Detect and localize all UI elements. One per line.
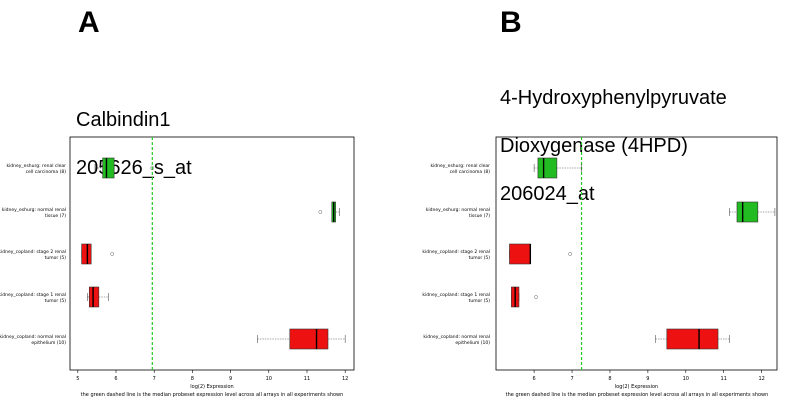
x-tick-label: 6 [533, 376, 536, 382]
outlier-point [110, 252, 115, 256]
x-tick-label: 9 [646, 376, 649, 382]
x-tick-label: 7 [570, 376, 573, 382]
x-axis-label: log(2) Expression [190, 384, 233, 390]
category-label-line: tumor (5) [45, 255, 67, 261]
gene-title-b-line-3: 206024_at [500, 183, 595, 205]
category-label-line: cell carcinoma (8) [450, 169, 491, 175]
box-iqr [88, 286, 100, 308]
category-label-line: kidney_copland: stage 1 renal [0, 292, 66, 298]
x-tick-label: 11 [304, 376, 310, 382]
x-tick-label: 10 [266, 376, 272, 382]
gene-title-b-line-2: Dioxygenase (4HPD) [500, 135, 688, 157]
category-label-line: tumor (5) [469, 255, 491, 261]
x-tick-label: 7 [153, 376, 156, 382]
outlier-point [534, 295, 538, 299]
category-label-line: tumor (5) [469, 298, 491, 304]
x-tick-label: 5 [76, 376, 79, 382]
chart-footnote: the green dashed line is the median prob… [506, 392, 769, 398]
gene-title-b-line-1: 4-Hydroxyphenylpyruvate [500, 87, 727, 109]
chart-panel-b: 6 7 8 9 10 11 12 log(2) Expression the green das… [422, 136, 778, 398]
plot-frame [69, 136, 355, 371]
x-tick-label: 9 [229, 376, 232, 382]
x-tick-label: 8 [608, 376, 611, 382]
box-iqr [736, 201, 759, 223]
category-label-line: kidney_eshurg: normal renal [2, 207, 66, 213]
category-label-line: kidney_eshurg: normal renal [426, 207, 490, 213]
gene-title-b: 4-Hydroxyphenylpyruvate Dioxygenase (4HP… [500, 62, 727, 230]
panel-letter-a: A [78, 6, 100, 39]
category-label-line: kidney_copland: stage 2 renal [422, 249, 490, 255]
x-tick-label: 12 [758, 376, 764, 382]
x-tick-label: 11 [721, 376, 727, 382]
category-label-line: tumor (5) [45, 298, 67, 304]
category-label-line: epithelium (10) [31, 340, 66, 346]
box-iqr [81, 243, 92, 265]
category-label-line: kidney_copland: normal renal [0, 334, 66, 340]
x-tick-label: 6 [114, 376, 117, 382]
plot-frame [495, 136, 778, 371]
category-label-line: kidney_copland: stage 2 renal [0, 249, 66, 255]
gene-title-a-line-1: Calbindin1 [76, 109, 171, 131]
chart-panel-a: 5 6 7 8 9 10 11 12 log(2) Expression the green da… [0, 136, 355, 398]
x-axis-label: log(2) Expression [615, 384, 658, 390]
box-iqr [289, 328, 329, 350]
category-label-line: cell carcinoma (8) [26, 169, 67, 175]
category-label-line: kidney_eshurg: renal clear [6, 163, 66, 169]
category-label-line: kidney_copland: stage 1 renal [422, 292, 490, 298]
box-iqr [509, 243, 531, 265]
category-label-line: tissue (7) [45, 213, 66, 219]
category-label-line: kidney_copland: normal renal [423, 334, 490, 340]
x-tick-label: 10 [683, 376, 689, 382]
box-iqr [102, 157, 115, 179]
category-label-line: tissue (7) [469, 213, 490, 219]
box-iqr [537, 157, 558, 179]
x-tick-label: 8 [191, 376, 194, 382]
box-iqr [666, 328, 719, 350]
outlier-point [150, 166, 155, 170]
outlier-point [568, 252, 572, 256]
category-label-line: epithelium (10) [455, 340, 490, 346]
x-tick-label: 12 [342, 376, 348, 382]
outlier-point [318, 210, 323, 214]
category-label-line: kidney_eshurg: renal clear [430, 163, 490, 169]
panel-letter-b: B [500, 6, 522, 39]
chart-footnote: the green dashed line is the median prob… [81, 392, 344, 398]
